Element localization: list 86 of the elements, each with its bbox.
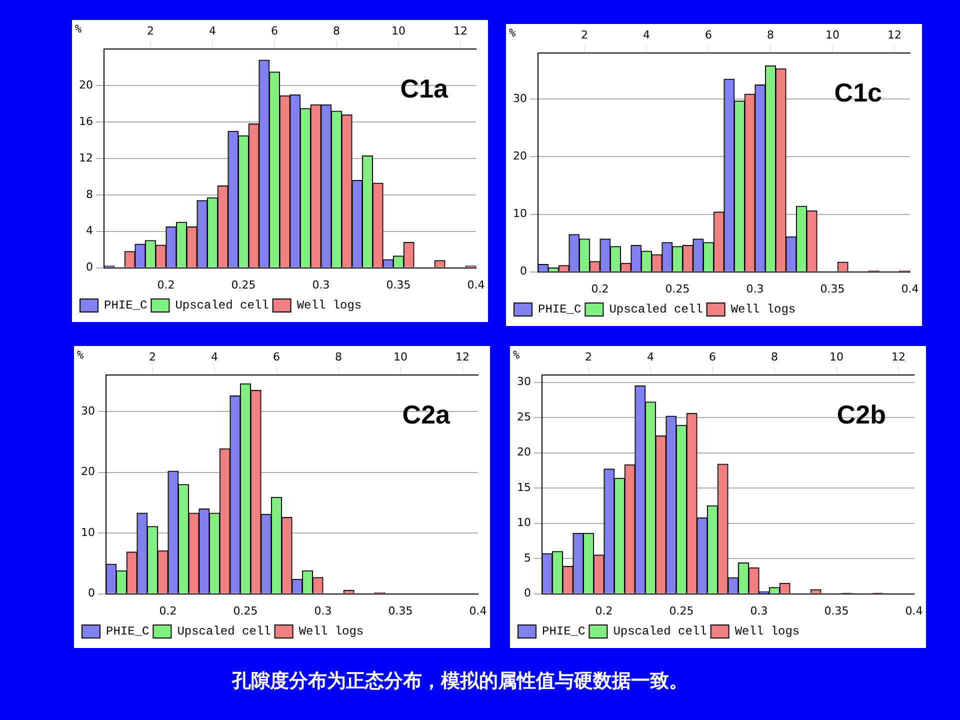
x-tick-label: 0.3 bbox=[314, 604, 332, 618]
legend-label: Upscaled cell bbox=[609, 302, 703, 317]
y-tick-label: 20 bbox=[512, 150, 527, 163]
x-tick-label: 0.3 bbox=[746, 282, 764, 296]
legend-label: Upscaled cell bbox=[613, 624, 707, 639]
y-tick-label: 15 bbox=[516, 480, 531, 494]
text: C2b bbox=[836, 399, 886, 430]
y-tick-label: 0 bbox=[88, 586, 95, 600]
x2-tick-label: 6 bbox=[705, 28, 712, 42]
x2-tick-label: 10 bbox=[826, 28, 840, 42]
y-tick-label: 30 bbox=[512, 92, 527, 106]
x2-tick-label: 8 bbox=[767, 28, 774, 42]
y-tick-label: 5 bbox=[524, 551, 531, 564]
y-axis-title: % bbox=[513, 348, 520, 362]
x2-tick-label: 4 bbox=[643, 28, 650, 42]
text: C1c bbox=[834, 77, 882, 108]
x-tick-label: 0.3 bbox=[750, 604, 768, 618]
text: 孔隙度分布为正态分布，模拟的属性值与硬数据一致。 bbox=[230, 669, 689, 694]
x-tick-label: 0.4 bbox=[469, 604, 487, 618]
x2-tick-label: 6 bbox=[271, 24, 278, 38]
y-axis-title: % bbox=[75, 22, 82, 36]
y-tick-label: 20 bbox=[80, 465, 95, 478]
y-tick-label: 10 bbox=[516, 516, 531, 530]
x2-tick-label: 4 bbox=[209, 24, 216, 38]
legend-label: PHIE_C bbox=[104, 298, 148, 313]
x-tick-label: 0.35 bbox=[388, 604, 413, 618]
x2-tick-label: 10 bbox=[830, 350, 844, 364]
y-tick-label: 0 bbox=[524, 586, 531, 600]
x2-tick-label: 8 bbox=[335, 350, 342, 364]
x-tick-label: 0.4 bbox=[467, 278, 485, 292]
y-tick-label: 20 bbox=[516, 446, 531, 459]
y-tick-label: 30 bbox=[80, 404, 95, 418]
x2-tick-label: 6 bbox=[273, 350, 280, 364]
x2-tick-label: 12 bbox=[892, 350, 906, 364]
y-tick-label: 30 bbox=[516, 375, 531, 388]
y-tick-label: 8 bbox=[86, 188, 93, 201]
text: C2a bbox=[402, 399, 451, 430]
legend-label: Well logs bbox=[298, 624, 364, 639]
legend-label: PHIE_C bbox=[106, 624, 150, 639]
y-tick-label: 10 bbox=[512, 207, 527, 220]
y-tick-label: 0 bbox=[520, 264, 527, 278]
x2-tick-label: 12 bbox=[888, 28, 902, 42]
y-axis-title: % bbox=[509, 26, 516, 40]
legend-label: Well logs bbox=[296, 298, 362, 313]
x-tick-label: 0.2 bbox=[159, 604, 177, 618]
x2-tick-label: 8 bbox=[771, 350, 778, 364]
x-tick-label: 0.25 bbox=[669, 604, 694, 618]
x-tick-label: 0.2 bbox=[595, 604, 613, 618]
y-tick-label: 0 bbox=[86, 260, 93, 274]
x-tick-label: 0.25 bbox=[665, 282, 690, 296]
x2-tick-label: 2 bbox=[148, 350, 156, 364]
x-tick-label: 0.4 bbox=[905, 604, 923, 618]
y-axis-title: % bbox=[77, 348, 84, 362]
y-tick-label: 10 bbox=[80, 526, 95, 539]
y-tick-label: 16 bbox=[78, 114, 93, 128]
legend-label: PHIE_C bbox=[538, 302, 582, 317]
x2-tick-label: 2 bbox=[146, 24, 154, 38]
x2-tick-label: 2 bbox=[580, 28, 588, 42]
x-tick-label: 0.4 bbox=[901, 282, 919, 296]
y-tick-label: 4 bbox=[86, 224, 93, 238]
y-tick-label: 20 bbox=[78, 78, 93, 92]
x2-tick-label: 2 bbox=[584, 350, 592, 364]
x2-tick-label: 4 bbox=[211, 350, 218, 364]
legend-label: Well logs bbox=[734, 624, 800, 639]
x2-tick-label: 12 bbox=[454, 24, 468, 38]
legend-label: PHIE_C bbox=[542, 624, 586, 639]
x2-tick-label: 4 bbox=[647, 350, 654, 364]
x-tick-label: 0.2 bbox=[591, 282, 609, 296]
x2-tick-label: 10 bbox=[392, 24, 406, 38]
x2-tick-label: 12 bbox=[456, 350, 470, 364]
x-tick-label: 0.35 bbox=[824, 604, 849, 618]
x-tick-label: 0.25 bbox=[231, 278, 256, 292]
text: C1a bbox=[400, 73, 449, 104]
x-tick-label: 0.35 bbox=[386, 278, 411, 292]
x2-tick-label: 6 bbox=[709, 350, 716, 364]
x2-tick-label: 8 bbox=[333, 24, 340, 38]
x2-tick-label: 10 bbox=[394, 350, 408, 364]
y-tick-label: 12 bbox=[78, 151, 93, 164]
y-tick-label: 25 bbox=[516, 410, 531, 424]
legend-label: Upscaled cell bbox=[177, 624, 271, 639]
x-tick-label: 0.25 bbox=[233, 604, 258, 618]
x-tick-label: 0.35 bbox=[820, 282, 845, 296]
legend-label: Well logs bbox=[730, 302, 796, 317]
x-tick-label: 0.2 bbox=[157, 278, 175, 292]
x-tick-label: 0.3 bbox=[312, 278, 330, 292]
legend-label: Upscaled cell bbox=[175, 298, 269, 313]
